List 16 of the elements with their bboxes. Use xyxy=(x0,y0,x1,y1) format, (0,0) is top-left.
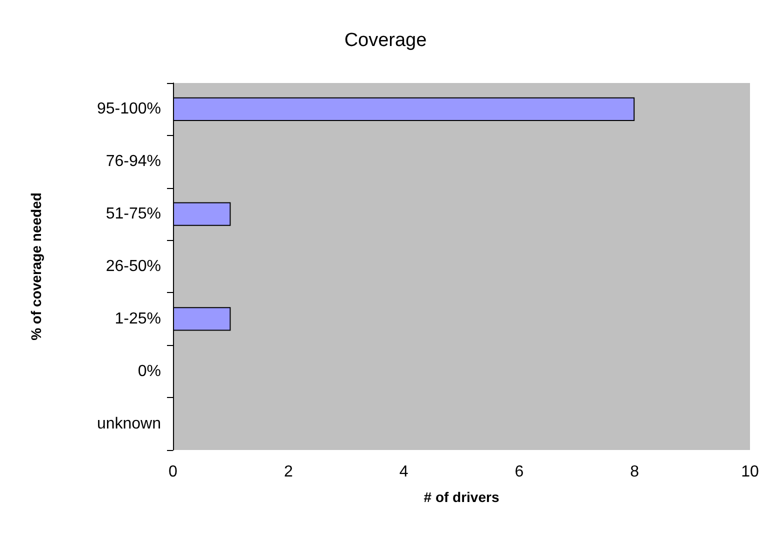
y-tick-label: 76-94% xyxy=(106,153,161,170)
y-tick-label: 0% xyxy=(138,362,161,380)
x-tick-label: 10 xyxy=(741,464,759,480)
y-tick-label: 1-25% xyxy=(114,310,161,328)
y-tick-label: 26-50% xyxy=(106,258,161,275)
x-tick-label: 4 xyxy=(399,464,408,480)
x-tick-label: 6 xyxy=(514,464,524,480)
x-tick-label: 2 xyxy=(284,464,293,480)
y-tick-label: 95-100% xyxy=(96,100,161,118)
x-axis-title: # of drivers xyxy=(424,489,500,505)
y-tick-label: 51-75% xyxy=(106,206,161,223)
x-tick-label: 0 xyxy=(168,464,178,480)
y-tick-label: unknown xyxy=(96,415,161,432)
y-axis-title: % of coverage needed xyxy=(28,192,44,340)
x-tick-label: 8 xyxy=(630,464,640,480)
chart-title: Coverage xyxy=(344,30,427,51)
